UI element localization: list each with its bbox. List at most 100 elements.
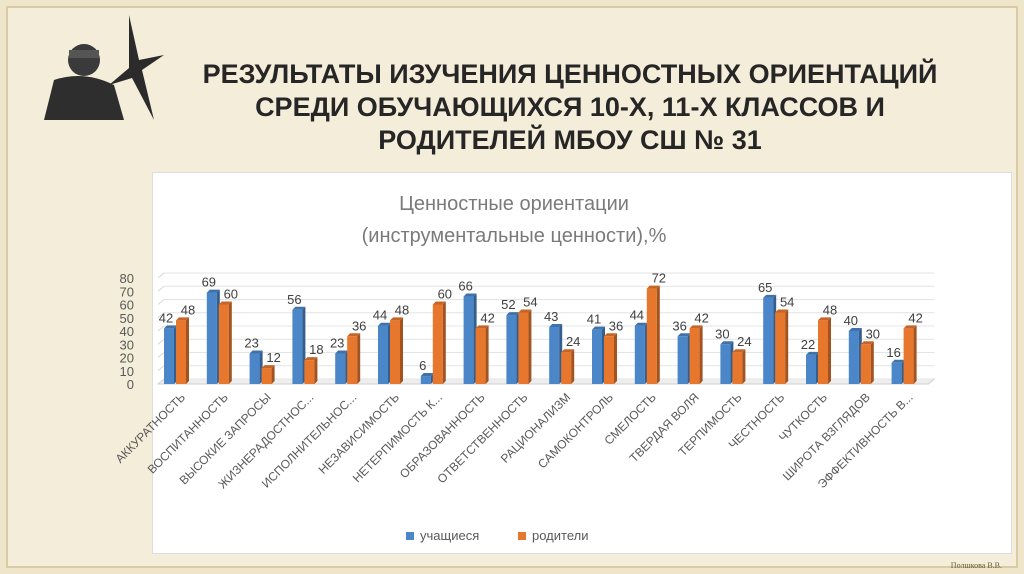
y-tick-label: 80 (120, 271, 134, 286)
gridline (157, 312, 165, 319)
bar-top (720, 341, 734, 345)
bar-top (463, 293, 477, 297)
gridline (157, 285, 165, 292)
y-tick-label: 50 (120, 311, 134, 326)
gridline (157, 352, 165, 358)
bar-side (442, 301, 446, 384)
bar (390, 320, 400, 384)
bar-top (763, 294, 777, 298)
legend-label: родители (532, 528, 588, 543)
gridline (157, 272, 165, 279)
bar-top (420, 373, 434, 377)
title-line-1: РЕЗУЛЬТАТЫ ИЗУЧЕНИЯ ЦЕННОСТНЫХ ОРИЕНТАЦИ… (202, 59, 938, 89)
bar (292, 309, 303, 384)
bar (206, 292, 217, 384)
bar-top (860, 341, 874, 345)
data-label: 16 (886, 345, 900, 360)
bar (304, 360, 315, 384)
data-label: 52 (501, 297, 515, 312)
bar-top (432, 301, 446, 305)
data-label: 22 (801, 337, 815, 352)
data-label: 65 (758, 280, 772, 295)
x-tick-label: ВОСПИТАННОСТЬ (145, 390, 231, 476)
data-label: 72 (652, 271, 666, 286)
bar-top (176, 317, 189, 321)
data-label: 40 (844, 313, 858, 328)
bar (646, 288, 657, 384)
bar-side (656, 285, 660, 384)
bar-top (646, 285, 660, 289)
bar (347, 336, 358, 384)
data-label: 36 (352, 318, 366, 333)
title-line-2: СРЕДИ ОБУЧАЮЩИХСЯ 10-Х, 11-Х КЛАССОВ И (255, 92, 885, 122)
bar (763, 297, 774, 384)
gridline (157, 378, 165, 385)
legend-swatch (406, 532, 414, 540)
bar (860, 344, 871, 384)
y-tick-label: 70 (120, 284, 134, 299)
bar-top (549, 324, 563, 328)
bar-top (689, 325, 703, 329)
data-label: 54 (523, 294, 537, 309)
bar (818, 320, 828, 384)
data-label: 42 (480, 310, 494, 325)
data-label: 54 (780, 294, 794, 309)
data-label: 44 (373, 308, 387, 323)
bar-top (378, 322, 391, 326)
data-label: 60 (438, 287, 452, 302)
data-label: 43 (544, 309, 558, 324)
data-label: 18 (309, 342, 323, 357)
bar-top (592, 326, 605, 330)
bar (775, 312, 786, 384)
gridline (157, 325, 165, 332)
bar-top (506, 312, 520, 316)
data-label: 42 (159, 310, 173, 325)
gridline (157, 338, 165, 345)
bar-top (335, 350, 349, 354)
bar-top (261, 365, 275, 369)
bar-side (400, 317, 403, 384)
bar-side (186, 317, 189, 384)
bar-top (518, 309, 532, 313)
bar-top (347, 333, 361, 337)
data-label: 36 (609, 318, 623, 333)
bar (720, 344, 731, 384)
bar-top (249, 350, 263, 354)
bar-side (785, 309, 789, 384)
pilot-airplane-logo (44, 15, 164, 120)
data-label: 23 (244, 336, 258, 351)
chart-subtitle: (инструментальные ценности),% (362, 225, 667, 247)
bar (249, 353, 260, 384)
bar (164, 328, 174, 384)
bar-top (677, 333, 691, 337)
data-label: 12 (266, 350, 280, 365)
y-tick-label: 30 (120, 337, 134, 352)
bar-side (357, 333, 361, 384)
y-tick-label: 40 (120, 324, 134, 339)
bar (634, 325, 645, 384)
bar-side (614, 333, 617, 384)
data-label: 69 (202, 275, 216, 290)
bar-top (304, 357, 318, 361)
data-label: 66 (458, 279, 472, 294)
bar-top (218, 301, 232, 305)
bar (549, 327, 560, 384)
data-label: 48 (823, 302, 837, 317)
bar-side (742, 349, 746, 384)
bar-side (828, 317, 831, 384)
bar-top (775, 309, 789, 313)
bar-side (228, 301, 232, 384)
y-tick-label: 0 (127, 377, 134, 392)
y-tick-label: 20 (120, 351, 134, 366)
data-label: 42 (908, 310, 922, 325)
bar (261, 368, 272, 384)
y-tick-label: 60 (120, 298, 134, 313)
bar (903, 328, 914, 384)
data-label: 44 (630, 308, 644, 323)
bar-top (475, 325, 489, 329)
bar-top (634, 322, 648, 326)
bar-top (206, 289, 220, 293)
bar-side (528, 309, 532, 384)
data-label: 42 (694, 310, 708, 325)
bar-side (699, 325, 703, 384)
